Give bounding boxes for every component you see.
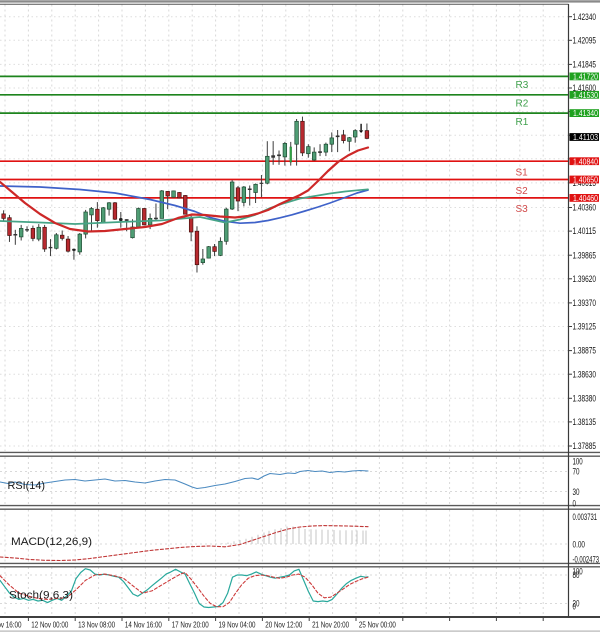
svg-text:30: 30 xyxy=(573,487,580,497)
svg-text:20: 20 xyxy=(573,599,580,609)
svg-text:1.38630: 1.38630 xyxy=(573,369,597,379)
svg-text:14 Nov 16:00: 14 Nov 16:00 xyxy=(125,620,162,630)
svg-text:S3: S3 xyxy=(516,204,529,215)
svg-text:17 Nov 20:00: 17 Nov 20:00 xyxy=(172,620,209,630)
svg-text:0.003731: 0.003731 xyxy=(573,512,598,522)
svg-text:1.40360: 1.40360 xyxy=(573,203,597,213)
svg-text:1.40840: 1.40840 xyxy=(573,156,598,166)
svg-text:1.40650: 1.40650 xyxy=(573,175,598,185)
svg-text:1.39620: 1.39620 xyxy=(573,274,597,284)
svg-text:1.42340: 1.42340 xyxy=(573,12,597,22)
svg-text:S1: S1 xyxy=(516,168,529,179)
svg-text:12 Nov 00:00: 12 Nov 00:00 xyxy=(31,620,68,630)
svg-text:-0.002473: -0.002473 xyxy=(573,555,600,565)
svg-text:1.41845: 1.41845 xyxy=(573,60,597,70)
svg-text:RSI(14): RSI(14) xyxy=(8,480,46,492)
svg-text:20 Nov 12:00: 20 Nov 12:00 xyxy=(265,620,302,630)
svg-text:R2: R2 xyxy=(516,99,529,110)
svg-text:MACD(12,26,9): MACD(12,26,9) xyxy=(11,536,92,548)
svg-text:0: 0 xyxy=(573,602,576,612)
svg-text:100: 100 xyxy=(573,456,583,466)
svg-text:13 Nov 08:00: 13 Nov 08:00 xyxy=(78,620,115,630)
svg-text:1.38380: 1.38380 xyxy=(573,393,597,403)
svg-text:80: 80 xyxy=(573,570,580,580)
svg-text:1.42095: 1.42095 xyxy=(573,35,597,45)
svg-text:1.41340: 1.41340 xyxy=(573,108,598,118)
svg-text:1.41530: 1.41530 xyxy=(573,90,598,100)
svg-text:0.00: 0.00 xyxy=(573,539,586,549)
svg-text:70: 70 xyxy=(573,467,580,477)
svg-text:1.37885: 1.37885 xyxy=(573,441,597,451)
svg-text:25 Nov 00:00: 25 Nov 00:00 xyxy=(359,620,396,630)
svg-text:S2: S2 xyxy=(516,186,529,197)
svg-text:100: 100 xyxy=(573,567,583,577)
svg-text:1.39125: 1.39125 xyxy=(573,322,597,332)
svg-text:1.41600: 1.41600 xyxy=(573,83,597,93)
svg-text:1.41103: 1.41103 xyxy=(573,132,598,142)
svg-text:11 Nov 16:00: 11 Nov 16:00 xyxy=(0,620,22,630)
svg-text:1.40115: 1.40115 xyxy=(573,226,597,236)
svg-text:Stoch(9,6,3): Stoch(9,6,3) xyxy=(9,589,73,601)
svg-text:1.38875: 1.38875 xyxy=(573,346,597,356)
svg-text:R1: R1 xyxy=(516,117,529,128)
svg-text:21 Nov 20:00: 21 Nov 20:00 xyxy=(312,620,349,630)
svg-text:19 Nov 04:00: 19 Nov 04:00 xyxy=(219,620,256,630)
svg-text:1.41720: 1.41720 xyxy=(573,72,598,82)
svg-text:1.38135: 1.38135 xyxy=(573,417,597,427)
svg-text:1.39865: 1.39865 xyxy=(573,250,597,260)
svg-text:0: 0 xyxy=(573,499,576,509)
svg-text:1.39370: 1.39370 xyxy=(573,298,597,308)
svg-text:1.40460: 1.40460 xyxy=(573,193,598,203)
svg-text:R3: R3 xyxy=(516,80,529,91)
